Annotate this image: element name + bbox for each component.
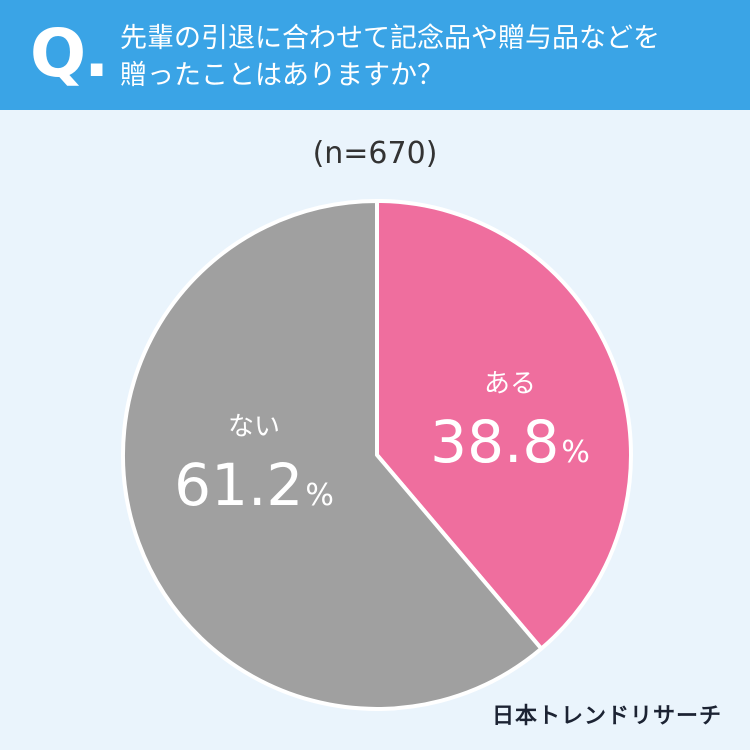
question-text: 先輩の引退に合わせて記念品や贈与品などを 贈ったことはありますか？ bbox=[120, 23, 660, 91]
brand-logo: 日本トレンドリサーチ bbox=[491, 704, 722, 729]
sample-size-label: (n=670) bbox=[312, 136, 438, 171]
q-mark: Q. bbox=[30, 15, 109, 92]
pie-slice-1 bbox=[375, 199, 633, 651]
slice-value-2: 61.2% bbox=[174, 451, 334, 519]
slice-label-2: ない bbox=[228, 412, 280, 442]
slice-label-1: ある bbox=[484, 369, 536, 399]
pie-slice-2 bbox=[121, 199, 544, 711]
question-header: Q. 先輩の引退に合わせて記念品や贈与品などを 贈ったことはありますか？ bbox=[0, 0, 750, 110]
slice-value-1: 38.8% bbox=[430, 408, 590, 476]
